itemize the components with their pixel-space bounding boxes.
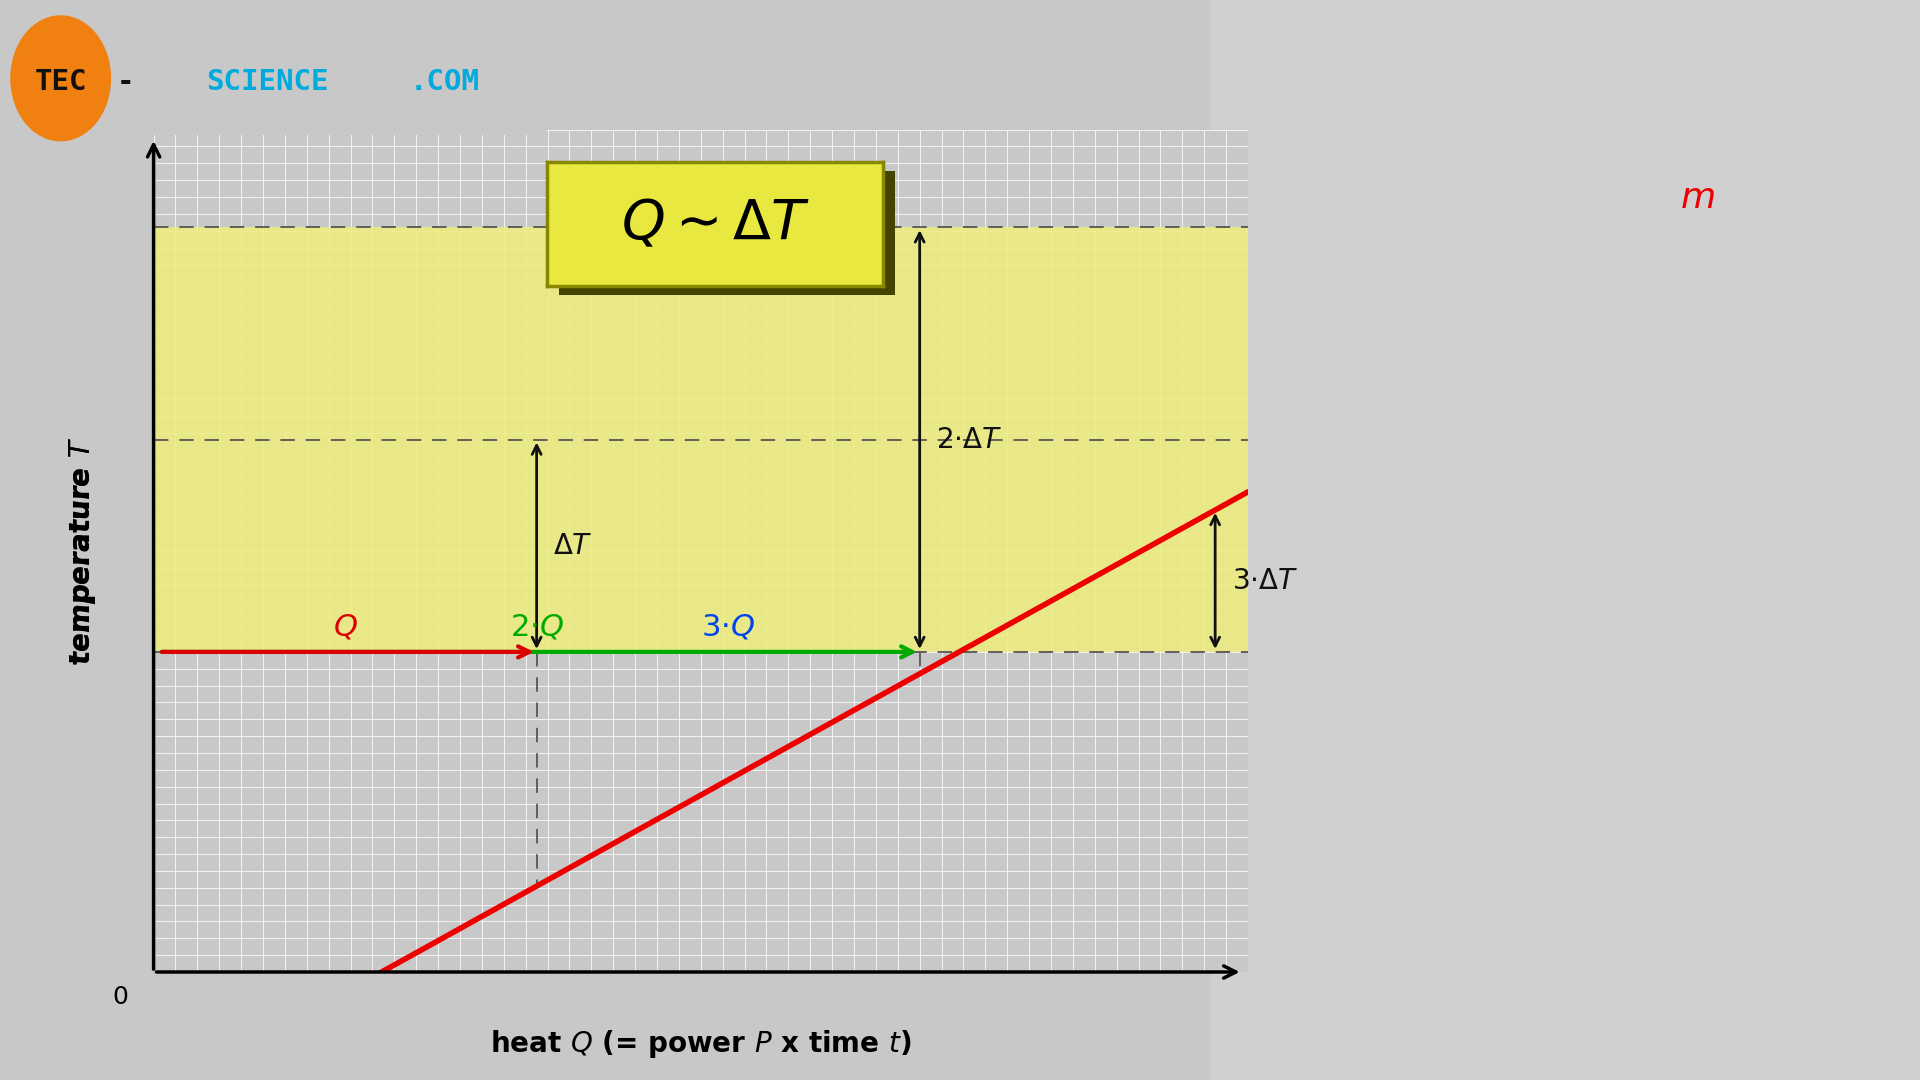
Text: TEC: TEC — [35, 68, 86, 96]
Text: SCIENCE: SCIENCE — [205, 68, 328, 96]
Text: -: - — [117, 68, 134, 96]
Text: $\Delta T$: $\Delta T$ — [553, 531, 593, 559]
Text: $2{\cdot}\Delta T$: $2{\cdot}\Delta T$ — [937, 426, 1002, 454]
Text: temperature $T$: temperature $T$ — [67, 436, 98, 665]
Ellipse shape — [12, 16, 111, 140]
Text: $m$: $m$ — [1680, 180, 1715, 215]
Text: 0: 0 — [113, 985, 129, 1010]
Text: heat $Q$ (= power $P$ x time $t$): heat $Q$ (= power $P$ x time $t$) — [490, 1027, 912, 1059]
Text: $2{\cdot}Q$: $2{\cdot}Q$ — [509, 612, 564, 642]
Text: $Q \sim \Delta T$: $Q \sim \Delta T$ — [620, 197, 810, 252]
Text: $Q$: $Q$ — [332, 612, 357, 642]
Text: $3{\cdot}Q$: $3{\cdot}Q$ — [701, 612, 755, 642]
Text: $3{\cdot}\Delta T$: $3{\cdot}\Delta T$ — [1231, 567, 1298, 595]
Text: .COM: .COM — [411, 68, 480, 96]
Text: temperature $T$: temperature $T$ — [67, 436, 98, 665]
Bar — [154, 227, 1248, 652]
